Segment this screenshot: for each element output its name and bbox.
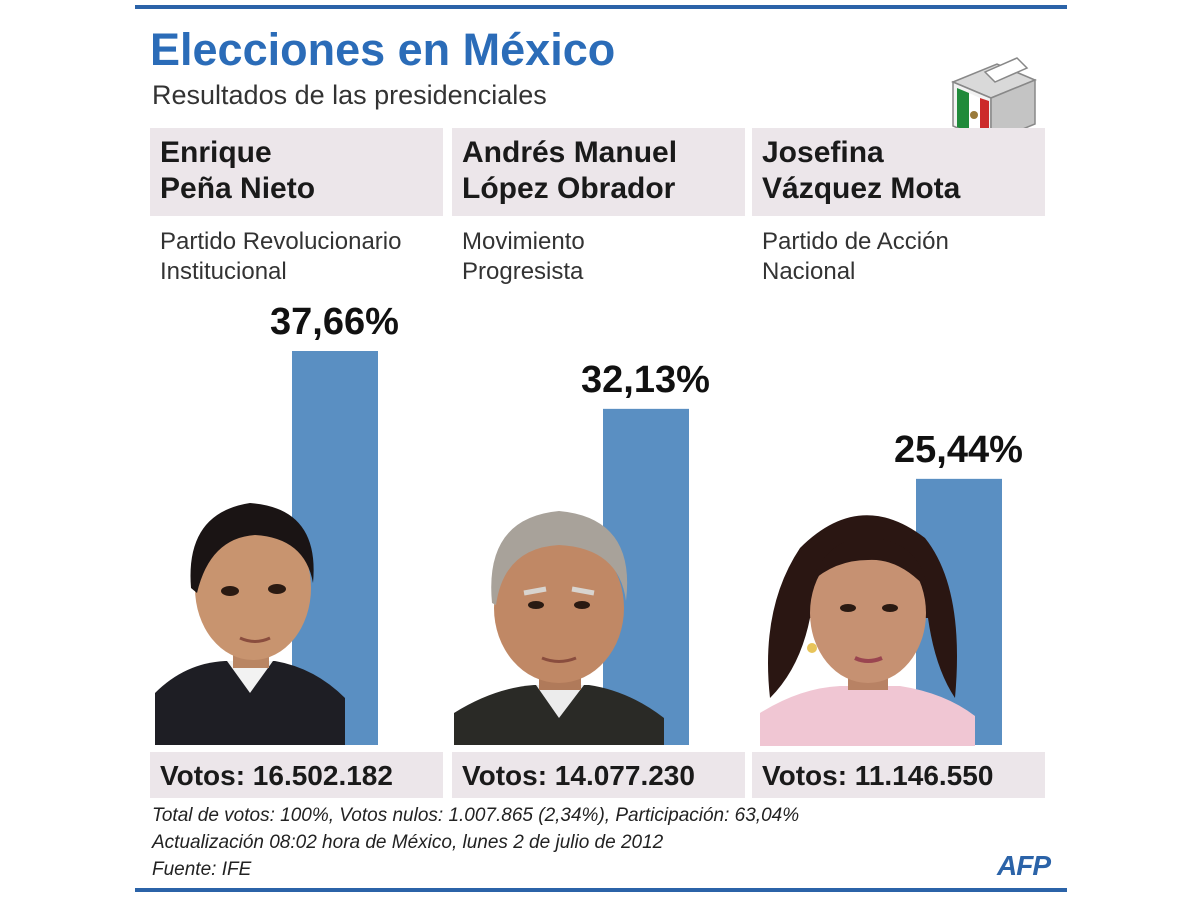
candidate-column-1: Enrique Peña Nieto Partido Revolucionari… bbox=[150, 128, 443, 808]
party-name-line1: Movimiento bbox=[462, 228, 585, 255]
top-rule bbox=[135, 5, 1067, 9]
candidate-name-line2: Vázquez Mota bbox=[762, 172, 961, 205]
value-label-1: 37,66% bbox=[270, 301, 399, 343]
page-subtitle: Resultados de las presidenciales bbox=[152, 80, 547, 110]
candidate-name-line1: Josefina bbox=[762, 136, 884, 169]
value-label-3: 25,44% bbox=[894, 428, 1023, 471]
votes-count: Votos: 14.077.230 bbox=[462, 760, 695, 791]
footnote-totals: Total de votos: 100%, Votos nulos: 1.007… bbox=[152, 805, 800, 826]
candidate-name-line1: Andrés Manuel bbox=[462, 136, 678, 169]
candidate-photo bbox=[454, 511, 664, 745]
candidate-name-panel: Enrique Peña Nieto bbox=[150, 128, 443, 216]
candidate-name-panel: Andrés Manuel López Obrador bbox=[452, 128, 745, 216]
candidate-photo bbox=[760, 515, 975, 746]
value-label-2: 32,13% bbox=[581, 358, 710, 401]
candidate-name-line1: Enrique bbox=[160, 136, 272, 169]
footnote-update: Actualización 08:02 hora de México, lune… bbox=[152, 832, 664, 853]
votes-count: Votos: 11.146.550 bbox=[762, 760, 994, 791]
ballot-box-icon bbox=[951, 57, 1037, 144]
candidate-column-3: Josefina Vázquez Mota Partido de Acción … bbox=[752, 128, 1045, 808]
candidate-name-panel: Josefina Vázquez Mota bbox=[752, 128, 1045, 216]
footnote-source: Fuente: IFE bbox=[152, 859, 252, 880]
party-name-line1: Partido de Acción bbox=[762, 228, 949, 255]
party-name-line2: Progresista bbox=[462, 258, 584, 285]
candidate-name-line2: Peña Nieto bbox=[160, 172, 316, 205]
bottom-rule bbox=[135, 888, 1067, 892]
votes-panel: Votos: 11.146.550 bbox=[752, 752, 1045, 798]
votes-count: Votos: 16.502.182 bbox=[160, 760, 393, 791]
votes-panel: Votos: 14.077.230 bbox=[452, 752, 745, 798]
candidate-name-line2: López Obrador bbox=[462, 172, 676, 205]
candidate-photo bbox=[155, 503, 345, 745]
party-name-line2: Nacional bbox=[762, 258, 856, 285]
party-name-line1: Partido Revolucionario bbox=[160, 228, 402, 255]
page-title: Elecciones en México bbox=[150, 24, 616, 75]
candidate-column-2: Andrés Manuel López Obrador Movimiento P… bbox=[452, 128, 745, 808]
party-name-line2: Institucional bbox=[160, 258, 287, 285]
votes-panel: Votos: 16.502.182 bbox=[150, 752, 443, 798]
afp-logo: AFP bbox=[997, 850, 1051, 881]
